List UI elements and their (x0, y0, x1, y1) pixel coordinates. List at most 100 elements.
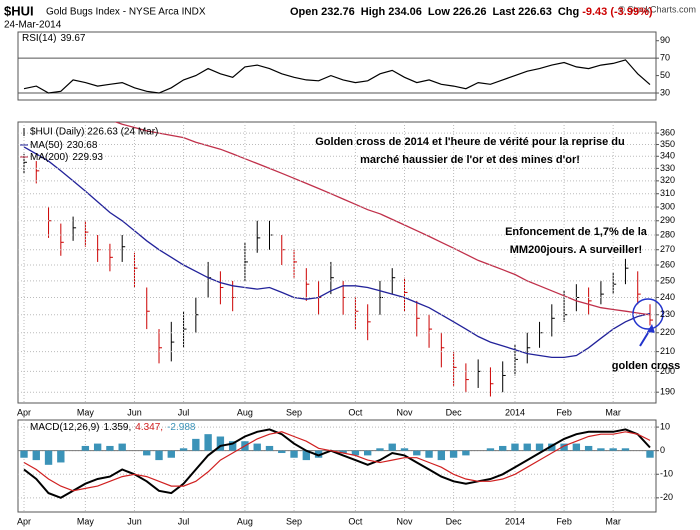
y-tick-label: 250 (660, 275, 675, 285)
quote: Open 232.76 High 234.06 Low 226.26 Last 226.63 C… (290, 6, 653, 18)
histogram-bar (584, 445, 593, 451)
quote-label: Low (428, 6, 450, 18)
y-tick-label: 310 (660, 188, 675, 198)
legend-name: MACD(12,26,9) (30, 422, 99, 433)
histogram-bar (314, 450, 323, 458)
histogram-bar (388, 443, 396, 451)
x-tick-label: Jun (127, 407, 142, 417)
x-tick-label: Dec (446, 407, 463, 417)
histogram-bar (167, 450, 175, 458)
x-tick-label: Mar (605, 516, 621, 526)
y-tick-label: 280 (660, 229, 675, 239)
legend: MACD(12,26,9) 1.359, 4.347, -2.988 (30, 422, 196, 433)
legend: MA(50) 230.68 (30, 140, 98, 151)
histogram-bar (560, 443, 568, 451)
histogram-bar (20, 450, 28, 458)
histogram-bar (106, 445, 114, 451)
x-tick-label: May (77, 407, 95, 417)
annotation: marché haussier de l'or et des mines d'o… (360, 154, 580, 166)
quote-value: 234.06 (388, 6, 422, 18)
histogram-bar (81, 445, 90, 451)
legend: MA(200) 229.93 (30, 152, 103, 163)
quote-label: Chg (558, 6, 579, 18)
y-tick-label: 220 (660, 327, 675, 337)
quote-label: Last (493, 6, 516, 18)
x-tick-label: Oct (348, 516, 363, 526)
histogram-bar (499, 445, 507, 451)
histogram-bar (32, 450, 40, 461)
quote-value: 232.76 (321, 6, 355, 18)
histogram-bar (265, 445, 274, 451)
quote-value: 226.63 (518, 6, 552, 18)
histogram-bar (339, 450, 347, 454)
histogram-bar (143, 450, 151, 456)
x-tick-label: Aug (237, 516, 253, 526)
x-tick-label: Apr (17, 407, 31, 417)
y-tick-label: 320 (660, 175, 675, 185)
histogram-bar (486, 448, 495, 451)
quote-label: High (361, 6, 386, 18)
histogram-bar (597, 448, 605, 451)
histogram-bar (437, 450, 446, 461)
legend-name: MA(50) (30, 140, 63, 151)
legend-value: 39.67 (60, 33, 85, 44)
legend: $HUI (Daily) 226.63 (24 Mar) (30, 127, 158, 138)
histogram-bar (621, 448, 630, 451)
quote-value: 226.26 (453, 6, 487, 18)
legend-name: RSI(14) (22, 33, 56, 44)
histogram-bar (462, 450, 470, 456)
annotation: MM200jours. A surveiller! (510, 244, 642, 256)
series-line (23, 431, 651, 492)
x-tick-label: 2014 (505, 407, 525, 417)
x-tick-label: Nov (397, 407, 414, 417)
x-tick-label: Oct (348, 407, 363, 417)
y-tick-label: 90 (660, 35, 670, 45)
x-tick-label: May (77, 516, 95, 526)
y-tick-label: 230 (660, 309, 675, 319)
price-frame (17, 121, 657, 404)
y-tick-label: 70 (660, 53, 670, 63)
y-tick-label: -20 (660, 492, 673, 502)
y-tick-label: 340 (660, 151, 675, 161)
series-line (114, 122, 651, 316)
y-tick-label: 200 (660, 366, 675, 376)
histogram-bar (425, 450, 433, 458)
y-tick-label: 240 (660, 292, 675, 302)
histogram-bar (290, 450, 298, 458)
x-tick-label: Apr (17, 516, 31, 526)
legend-value: -2.988 (167, 422, 196, 433)
y-tick-label: 0 (660, 445, 665, 455)
macd-frame (17, 419, 657, 513)
histogram-bar (216, 436, 225, 451)
y-tick-label: 270 (660, 244, 675, 254)
histogram-bar (44, 450, 53, 465)
x-tick-label: Feb (556, 407, 572, 417)
quote-value: -9.43 (-3.99%) (582, 6, 653, 18)
x-tick-label: Feb (556, 516, 572, 526)
x-tick-label: Sep (286, 516, 302, 526)
annotation: golden cross (612, 360, 680, 372)
legend-value: 1.359, (103, 422, 131, 433)
x-tick-label: Nov (397, 516, 414, 526)
histogram-bar (646, 450, 654, 458)
histogram-bar (535, 443, 544, 451)
x-tick-label: Mar (605, 407, 621, 417)
legend-value: 230.68 (67, 140, 98, 151)
y-tick-label: 10 (660, 421, 670, 431)
histogram-bar (228, 441, 237, 451)
legend: RSI(14) 39.67 (22, 33, 86, 44)
histogram-bar (609, 448, 617, 451)
series-line (23, 146, 651, 359)
histogram-bar (413, 450, 421, 456)
y-tick-label: 290 (660, 215, 675, 225)
histogram-bar (511, 443, 519, 451)
date: 24-Mar-2014 (4, 20, 62, 31)
x-tick-label: Jul (178, 516, 190, 526)
legend-name: MA(200) (30, 152, 68, 163)
histogram-bar (400, 448, 409, 451)
series-line (23, 59, 651, 94)
histogram-bar (278, 450, 286, 454)
rsi-frame (17, 31, 657, 101)
histogram-bar (376, 448, 384, 451)
